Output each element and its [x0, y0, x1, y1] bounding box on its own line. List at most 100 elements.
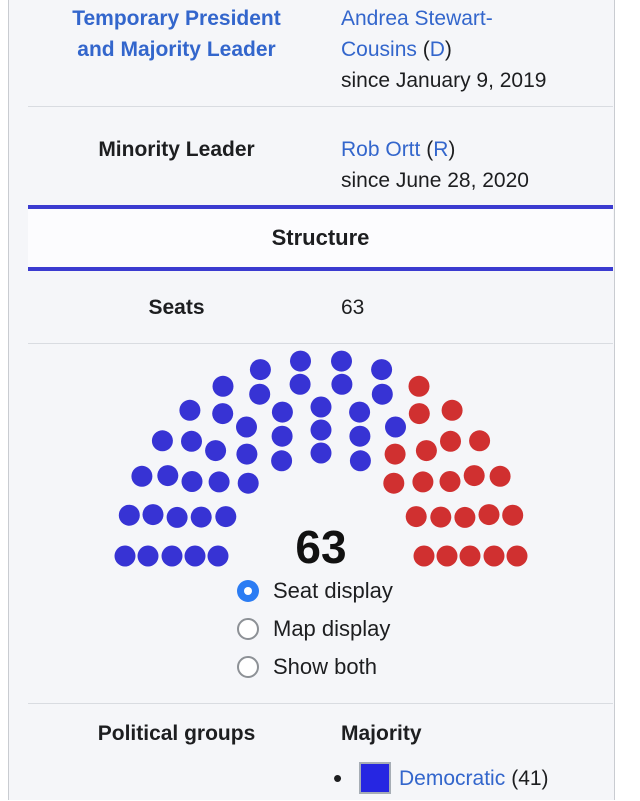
parliament-seat-diagram[interactable]: 63	[28, 344, 613, 572]
seat-dot	[157, 465, 179, 487]
seat-dot	[349, 425, 371, 447]
legislature-infobox: Temporary President and Majority Leader …	[8, 0, 615, 800]
minority-leader-label: Minority Leader	[98, 138, 255, 161]
seat-dot	[166, 506, 188, 528]
seat-dot	[331, 373, 353, 395]
seat-dot	[502, 504, 524, 526]
radio-map-display[interactable]: Map display	[237, 610, 613, 648]
minority-leader-value: Rob Ortt (R) since June 28, 2020	[325, 134, 613, 205]
seat-dot	[384, 443, 406, 465]
paren: )	[448, 138, 456, 161]
seat-dot	[161, 545, 183, 567]
since-date: since January 9, 2019	[341, 69, 547, 92]
seat-dot	[436, 545, 458, 567]
seat-dot	[249, 359, 271, 381]
seat-dot	[412, 471, 434, 493]
seat-dot	[236, 416, 257, 438]
seat-dot	[212, 375, 234, 397]
structure-section-header: Structure	[28, 209, 613, 267]
seat-dot	[506, 545, 528, 567]
row-seats: Seats 63	[28, 271, 613, 343]
infobox-table: Temporary President and Majority Leader …	[28, 0, 613, 801]
seat-dot	[331, 350, 352, 372]
seat-dot	[289, 373, 311, 395]
seat-dot	[441, 399, 463, 421]
seat-dot	[207, 545, 229, 567]
seat-dot	[215, 506, 237, 528]
radio-label: Seat display	[273, 578, 393, 603]
temporary-president-label: Temporary President and Majority Leader	[28, 3, 325, 106]
seat-dot	[489, 465, 511, 487]
seat-dot	[310, 396, 332, 418]
democratic-link[interactable]: Democratic	[399, 766, 506, 790]
seat-dot	[181, 471, 203, 492]
seat-dot	[459, 545, 481, 567]
total-seats-number: 63	[295, 521, 346, 572]
seat-dot	[483, 545, 505, 567]
seat-dot	[142, 504, 164, 526]
seat-dot	[349, 450, 371, 472]
seat-dot	[385, 416, 406, 438]
seat-dot	[383, 472, 405, 494]
radio-button-icon[interactable]	[237, 580, 259, 602]
radio-label: Show both	[273, 654, 377, 679]
legend-item-democratic: • Democratic (41)	[333, 762, 613, 794]
seat-dot	[408, 375, 430, 397]
radio-seat-display[interactable]: Seat display	[237, 572, 613, 610]
paren: (	[420, 138, 434, 161]
radio-label: Map display	[273, 616, 391, 641]
display-options-group: Seat display Map display Show both	[237, 572, 613, 686]
seat-dot	[271, 401, 293, 423]
democratic-color-swatch	[359, 762, 391, 794]
democratic-party-link[interactable]: D	[429, 38, 445, 61]
seat-dot	[371, 383, 393, 405]
seat-dot	[405, 506, 427, 528]
structure-header-text: Structure	[271, 225, 370, 250]
seat-dot	[114, 545, 136, 567]
seat-dot	[184, 545, 206, 567]
seat-dot	[290, 350, 311, 372]
section-divider-top	[28, 205, 613, 209]
seat-dot	[190, 506, 212, 528]
political-groups-value: Majority • Democratic (41)	[325, 718, 613, 801]
seat-dot	[208, 471, 230, 493]
seat-dot	[181, 430, 202, 452]
row-seat-diagram: 63 Seat display Map display Show both	[28, 343, 613, 703]
seat-dot	[118, 504, 140, 526]
seat-dot	[249, 383, 271, 405]
temporary-president-link[interactable]: Temporary President and Majority Leader	[72, 7, 281, 61]
andrea-stewart-cousins-link[interactable]: Andrea Stewart-	[341, 7, 493, 30]
paren: (	[416, 38, 430, 61]
republican-party-link[interactable]: R	[433, 138, 449, 161]
seat-dot	[212, 403, 234, 425]
seat-dot	[469, 430, 491, 452]
seat-dot	[137, 545, 159, 567]
majority-heading: Majority	[341, 722, 422, 745]
seats-value: 63	[341, 295, 365, 319]
list-bullet: •	[333, 763, 343, 793]
radio-button-icon[interactable]	[237, 618, 259, 640]
radio-button-icon[interactable]	[237, 656, 259, 678]
seat-dot	[151, 430, 173, 452]
seat-dot	[439, 471, 461, 492]
seat-dot	[349, 401, 371, 423]
row-temporary-president: Temporary President and Majority Leader …	[28, 0, 613, 106]
row-political-groups: Political groups Majority • Democratic (…	[28, 703, 613, 801]
rob-ortt-link[interactable]: Rob Ortt	[341, 138, 421, 161]
label-line1: Temporary President	[72, 7, 281, 30]
seat-dot	[310, 419, 332, 441]
seat-dot	[310, 442, 332, 464]
seat-dot	[271, 425, 293, 447]
andrea-stewart-cousins-link2[interactable]: Cousins	[341, 38, 417, 61]
political-groups-label: Political groups	[97, 722, 256, 745]
seat-dot	[236, 443, 258, 465]
radio-show-both[interactable]: Show both	[237, 648, 613, 686]
temporary-president-value: Andrea Stewart- Cousins (D) since Januar…	[325, 3, 613, 106]
seat-dot	[371, 359, 393, 381]
seats-label: Seats	[148, 295, 205, 319]
seat-dot	[271, 450, 293, 472]
seat-dot	[430, 506, 452, 528]
seat-dot	[413, 545, 435, 567]
seat-dot	[408, 403, 430, 425]
since-date: since June 28, 2020	[341, 169, 529, 192]
